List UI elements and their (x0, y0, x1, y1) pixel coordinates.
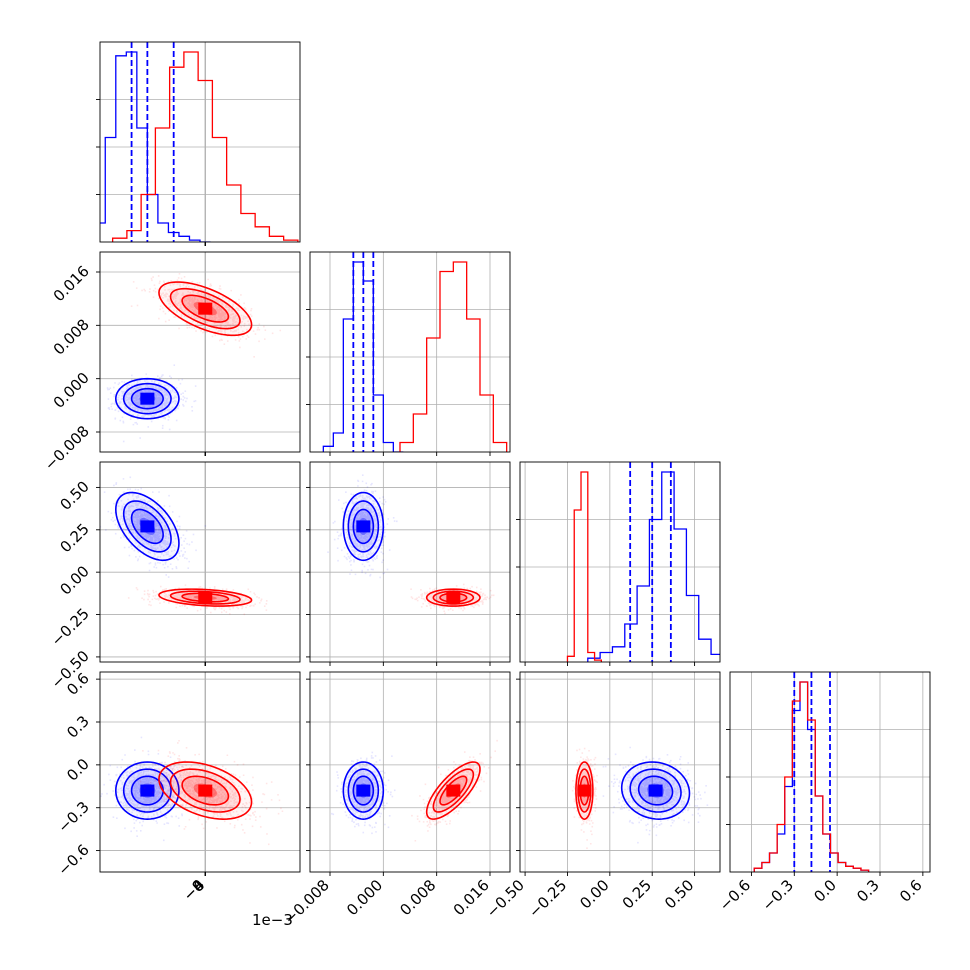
panel-0-0 (100, 42, 300, 242)
density-peak-red (198, 591, 213, 604)
panel-frame (309, 251, 511, 453)
x-tick-label: 0.50 (661, 876, 697, 912)
y-tick-label: −0.3 (54, 798, 92, 836)
panel-2-0 (100, 462, 300, 662)
panel-data-1-1 (322, 252, 508, 452)
panel-data-2-1 (327, 474, 495, 615)
panel-data-3-3 (753, 672, 870, 872)
y-tick-label: 0.016 (50, 262, 93, 305)
density-peak-red (577, 784, 592, 797)
histogram-blue (587, 471, 720, 662)
panel-frame (309, 461, 511, 663)
panel-2-1 (310, 462, 510, 662)
histogram-red (111, 51, 299, 242)
panel-frame (99, 461, 301, 663)
panel-frame (519, 671, 721, 873)
x-tick-label: 0.25 (619, 876, 655, 912)
density-peak-blue (140, 392, 155, 405)
density-peak-blue (356, 520, 371, 533)
panel-frame (729, 671, 931, 873)
panel-3-0 (100, 672, 300, 872)
panel-frame (99, 251, 301, 453)
x-tick-label: −0.3 (759, 876, 797, 914)
panel-data-3-1 (331, 739, 498, 842)
histogram-red (566, 471, 603, 662)
y-tick-label: −0.25 (48, 605, 93, 650)
y-tick-label: 0.00 (56, 562, 92, 598)
histogram-red (753, 681, 870, 872)
density-peak-red (446, 784, 461, 797)
panel-frame (309, 671, 511, 873)
y-tick-label: −0.6 (54, 841, 92, 879)
y-tick-label: 0.008 (50, 315, 93, 358)
density-peak-blue (356, 784, 371, 797)
y-tick-label: 0.50 (56, 478, 92, 514)
panel-2-2 (520, 462, 720, 662)
y-tick-label: 0.0 (63, 755, 93, 785)
x-tick-label: −0.25 (525, 876, 570, 921)
scatter-red (130, 272, 282, 358)
x-tick-label: 0.008 (396, 876, 439, 919)
y-tick-label: 0.25 (56, 520, 92, 556)
y-tick-label: 0.3 (63, 712, 93, 742)
x-tick-label: −0.50 (483, 876, 528, 921)
panel-frame (99, 671, 301, 873)
panel-3-1 (310, 672, 510, 872)
panel-data-2-2 (566, 462, 720, 662)
panel-frame (99, 41, 301, 243)
panel-data-0-0 (100, 42, 299, 242)
x-tick-label: 0.0 (810, 876, 840, 906)
panel-data-2-0 (100, 476, 268, 616)
histogram-red (399, 261, 508, 452)
x-tick-label: 0.3 (853, 876, 883, 906)
panel-data-1-0 (106, 272, 282, 443)
y-tick-label: 0.000 (50, 369, 93, 412)
panel-frame (519, 461, 721, 663)
panel-data-3-2 (571, 746, 709, 849)
x-offset-label: 1e−3 (252, 911, 293, 929)
x-tick-label: 0.6 (896, 876, 926, 906)
panel-3-2 (520, 672, 720, 872)
density-peak-red (446, 591, 461, 604)
y-tick-label: −0.008 (41, 422, 93, 474)
density-peak-blue (140, 784, 155, 797)
density-peak-blue (648, 784, 663, 797)
x-tick-label: −0.6 (716, 876, 754, 914)
panel-data-3-0 (100, 736, 284, 846)
x-tick-label: 0.000 (343, 876, 386, 919)
x-tick-label: 0.00 (576, 876, 612, 912)
density-peak-red (198, 784, 213, 797)
density-peak-red (198, 302, 213, 315)
density-peak-blue (140, 520, 155, 533)
panel-1-0 (100, 252, 300, 452)
